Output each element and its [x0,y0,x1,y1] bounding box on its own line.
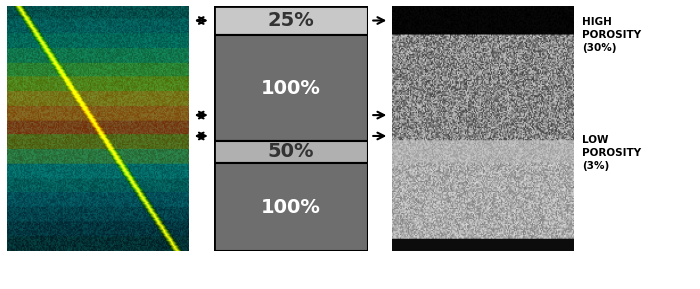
Text: LOW
POROSITY
(3%): LOW POROSITY (3%) [582,135,641,171]
Bar [214,35,368,141]
Text: 25%: 25% [267,11,314,30]
Text: 50%: 50% [267,142,314,162]
Text: HIGH
POROSITY
(30%): HIGH POROSITY (30%) [582,17,641,53]
Bar [214,141,368,163]
Bar [214,163,368,251]
Text: X-RAY-CT: X-RAY-CT [454,265,512,278]
Text: 100%: 100% [260,198,321,217]
Text: LASER POWER: LASER POWER [243,265,338,278]
Bar [214,6,368,35]
Text: B-SCAN: B-SCAN [73,265,123,278]
Text: 100%: 100% [260,79,321,98]
